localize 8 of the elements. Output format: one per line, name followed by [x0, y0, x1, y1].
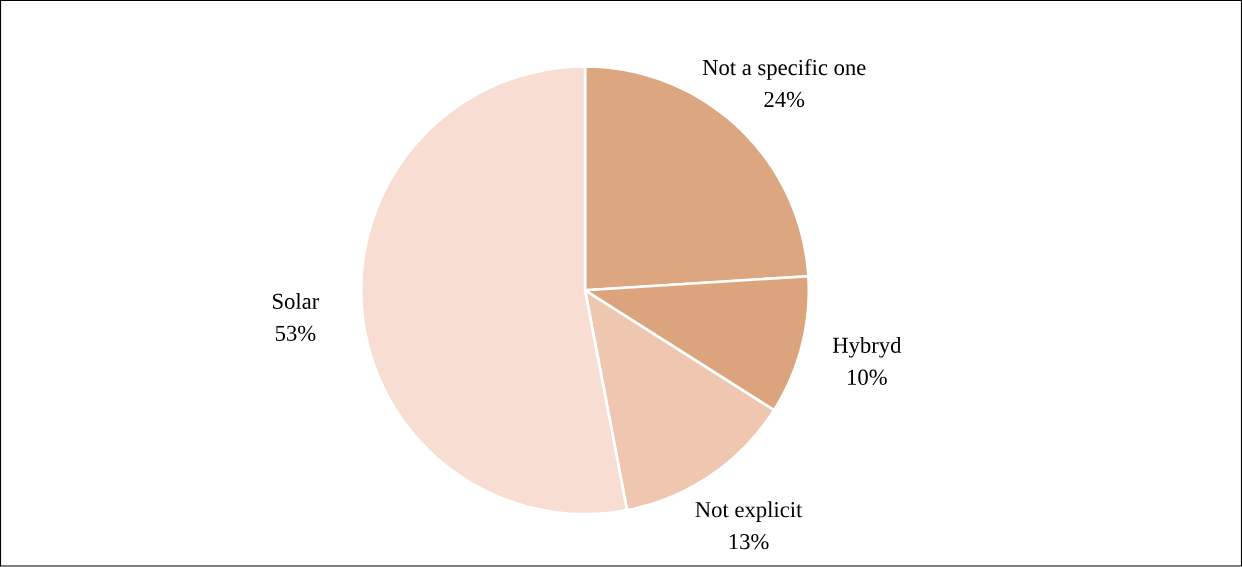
slice-label: Not a specific one — [702, 59, 866, 80]
data-label: 10% — [848, 369, 887, 386]
data-label: 24% — [764, 92, 805, 108]
data-label: 13% — [729, 534, 769, 550]
slice-label: Solar — [273, 293, 320, 310]
slice-label: Hybryd — [832, 337, 902, 358]
slice-label: Not explicit — [695, 501, 803, 523]
data-label: 53% — [275, 325, 316, 342]
